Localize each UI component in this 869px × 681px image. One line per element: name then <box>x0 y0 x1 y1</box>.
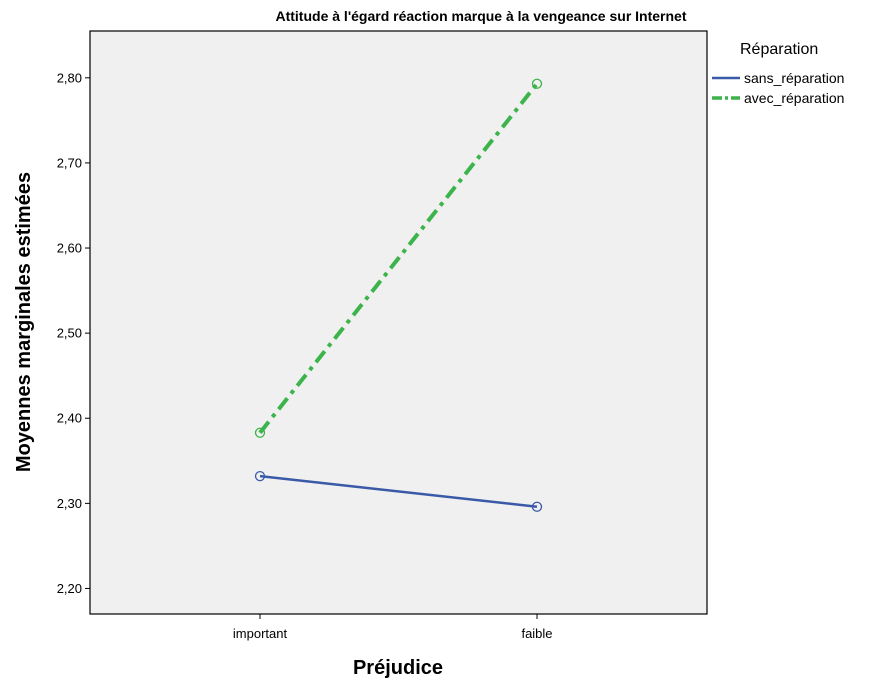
y-tick-label: 2,50 <box>57 326 82 341</box>
x-axis-title: Préjudice <box>353 657 443 679</box>
legend-label: avec_réparation <box>744 90 844 106</box>
data-point <box>254 470 266 482</box>
chart-title: Attitude à l'égard réaction marque à la … <box>275 8 686 24</box>
legend-label: sans_réparation <box>744 70 844 86</box>
legend-title: Réparation <box>740 41 818 58</box>
plot-area <box>89 30 708 615</box>
data-point <box>531 78 543 89</box>
y-tick-label: 2,30 <box>57 496 82 511</box>
y-axis: 2,20 2,30 2,40 2,50 2,60 2,70 2,80 <box>57 70 90 596</box>
y-tick-label: 2,70 <box>57 155 82 170</box>
x-axis: important faible <box>233 614 553 641</box>
series-line-0 <box>259 474 538 509</box>
legend: Réparation sans_réparation avec_réparatio… <box>712 41 844 106</box>
y-tick-label: 2,80 <box>57 70 82 85</box>
y-axis-title: Moyennes marginales estimées <box>13 172 35 472</box>
series-layer <box>254 78 543 512</box>
y-tick-label: 2,20 <box>57 581 82 596</box>
y-tick-label: 2,60 <box>57 241 82 256</box>
data-point <box>254 427 266 438</box>
y-tick-label: 2,40 <box>57 411 82 426</box>
x-tick-label: important <box>233 626 288 641</box>
data-point <box>531 501 543 512</box>
x-tick-label: faible <box>521 626 552 641</box>
series-line-1 <box>258 82 539 434</box>
